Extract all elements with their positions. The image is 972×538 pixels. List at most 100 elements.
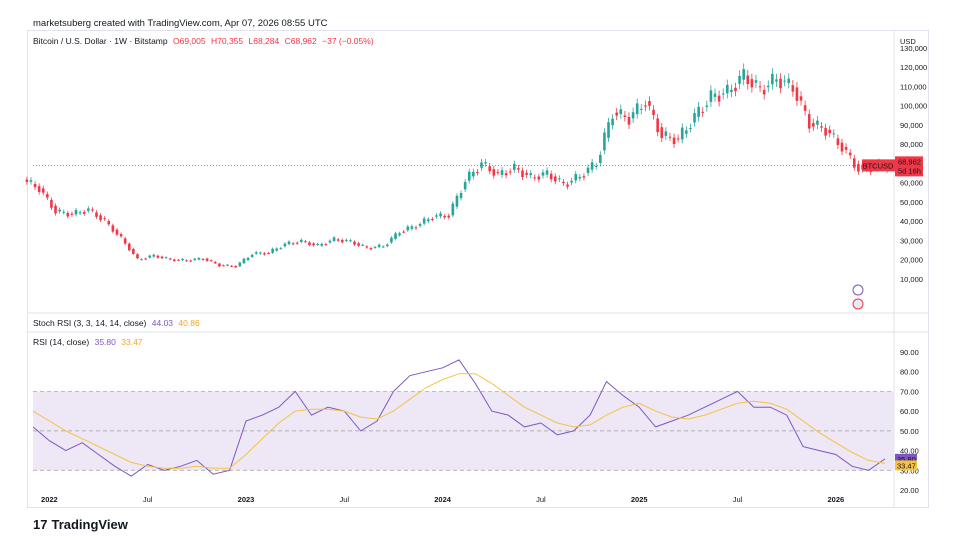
candle-body (29, 180, 33, 182)
candle-body (517, 168, 520, 170)
candle-body (246, 257, 250, 261)
event-icon[interactable] (852, 284, 864, 296)
price-axis-tick: 100,000 (900, 102, 927, 111)
candle-body (848, 152, 852, 156)
candle-body (439, 213, 442, 217)
candle-body (218, 263, 221, 267)
candle-body (476, 172, 479, 174)
last-price-label-bg (895, 156, 923, 177)
candle-body (361, 244, 365, 246)
candle-body (549, 173, 553, 180)
time-axis-tick: 2026 (828, 495, 845, 504)
candle-body (418, 224, 422, 226)
candle-body (312, 243, 315, 246)
candle-body (582, 176, 586, 178)
tradingview-logo: 17 TradingView (33, 517, 128, 532)
candle-body (713, 93, 717, 97)
candle-body (340, 239, 344, 243)
stoch-rsi-d: 40.86 (178, 318, 200, 328)
candle-body (586, 167, 590, 173)
candle-body (402, 231, 406, 233)
rsi-ma-line (32, 373, 886, 469)
symbol-label: BTCUSD (863, 161, 894, 170)
candle-body (91, 209, 94, 211)
candle-body (324, 244, 328, 246)
candle-body (115, 229, 119, 235)
candle-body (279, 248, 283, 250)
rsi-ma-label: 33.47 (897, 461, 916, 470)
candle-body (578, 176, 582, 179)
candle-body (132, 248, 135, 254)
candle-body (721, 93, 725, 95)
tradingview-logo-text: TradingView (51, 517, 128, 532)
candle-body (594, 165, 598, 167)
candle-body (484, 162, 487, 164)
candle-body (41, 188, 45, 193)
candle-body (676, 138, 680, 140)
time-axis-tick: 2022 (41, 495, 58, 504)
candle-body (709, 90, 713, 102)
rsi-axis-tick: 40.00 (900, 447, 919, 456)
chart-credit: marketsuberg created with TradingView.co… (33, 18, 328, 29)
candle-body (238, 262, 242, 267)
candle-body (603, 132, 606, 151)
candle-body (857, 163, 860, 172)
ohlc-open: O69,005 (173, 36, 206, 46)
time-axis-tick: Jul (733, 495, 743, 504)
candle-body (615, 112, 619, 116)
candle-body (496, 172, 500, 174)
rsi-axis-tick: 70.00 (900, 387, 919, 396)
rsi-line (32, 359, 886, 477)
candle-body (844, 147, 848, 150)
candle-body (832, 133, 836, 135)
price-axis-tick: 130,000 (900, 44, 927, 53)
candle-body (492, 169, 496, 176)
bar-countdown-label: 5d 16h (898, 166, 921, 175)
rsi-ma-value: 33.47 (121, 337, 143, 347)
candle-body (467, 171, 471, 181)
candle-body (197, 258, 201, 260)
candle-body (168, 258, 172, 260)
candle-body (447, 215, 451, 218)
price-axis-tick: 120,000 (900, 63, 927, 72)
candle-body (521, 170, 524, 178)
candle-body (275, 248, 279, 251)
candle-body (160, 256, 164, 259)
candle-body (226, 264, 229, 266)
candle-body (316, 243, 319, 245)
candle-body (820, 126, 823, 128)
candle-body (660, 127, 664, 139)
flag-icon[interactable] (852, 298, 864, 310)
candle-body (799, 96, 803, 101)
candle-body (410, 226, 414, 229)
candle-body (381, 246, 385, 248)
candle-body (533, 177, 537, 179)
candle-body (422, 218, 426, 224)
candle-body (541, 172, 545, 176)
candle-body (140, 259, 143, 261)
candle-body (390, 237, 393, 243)
time-axis-tick: Jul (340, 495, 350, 504)
candle-body (812, 123, 815, 127)
candle-body (443, 215, 446, 218)
candle-body (685, 130, 688, 134)
candle-body (771, 73, 774, 85)
candle-body (730, 89, 733, 93)
candle-body (599, 154, 602, 163)
candle-body (254, 252, 258, 254)
price-axis-tick: 20,000 (900, 256, 923, 265)
candle-body (144, 258, 147, 260)
candle-body (574, 174, 578, 181)
candle-body (807, 114, 811, 129)
candle-body (332, 237, 336, 241)
candle-body (795, 87, 799, 101)
candle-body (852, 158, 856, 168)
candle-body (607, 122, 610, 138)
candle-body (119, 234, 123, 237)
candle-body (148, 255, 152, 258)
candle-body (791, 85, 795, 92)
candle-body (353, 241, 356, 245)
rsi-title: RSI (14, close) (33, 337, 90, 347)
candle-body (299, 239, 303, 242)
